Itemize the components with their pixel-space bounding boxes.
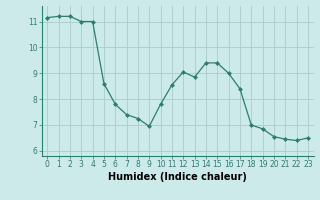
X-axis label: Humidex (Indice chaleur): Humidex (Indice chaleur) <box>108 172 247 182</box>
